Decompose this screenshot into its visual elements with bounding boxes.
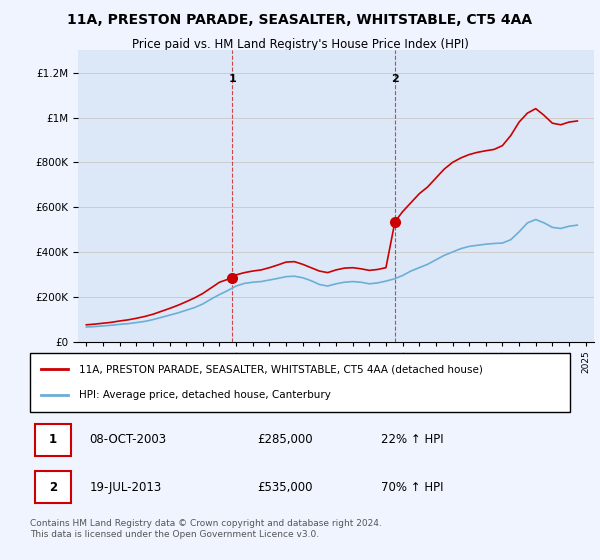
Text: 22% ↑ HPI: 22% ↑ HPI — [381, 433, 443, 446]
Text: 2: 2 — [49, 480, 57, 494]
Text: 08-OCT-2003: 08-OCT-2003 — [89, 433, 167, 446]
FancyBboxPatch shape — [35, 471, 71, 503]
Text: 11A, PRESTON PARADE, SEASALTER, WHITSTABLE, CT5 4AA (detached house): 11A, PRESTON PARADE, SEASALTER, WHITSTAB… — [79, 364, 482, 374]
Text: 19-JUL-2013: 19-JUL-2013 — [89, 480, 161, 494]
FancyBboxPatch shape — [35, 423, 71, 456]
FancyBboxPatch shape — [30, 353, 570, 412]
Text: 1: 1 — [229, 74, 236, 83]
Text: £285,000: £285,000 — [257, 433, 313, 446]
Text: 11A, PRESTON PARADE, SEASALTER, WHITSTABLE, CT5 4AA: 11A, PRESTON PARADE, SEASALTER, WHITSTAB… — [67, 13, 533, 27]
Text: Contains HM Land Registry data © Crown copyright and database right 2024.
This d: Contains HM Land Registry data © Crown c… — [30, 519, 382, 539]
Text: Price paid vs. HM Land Registry's House Price Index (HPI): Price paid vs. HM Land Registry's House … — [131, 38, 469, 51]
Text: HPI: Average price, detached house, Canterbury: HPI: Average price, detached house, Cant… — [79, 390, 331, 400]
Text: 70% ↑ HPI: 70% ↑ HPI — [381, 480, 443, 494]
Text: 1: 1 — [49, 433, 57, 446]
Text: £535,000: £535,000 — [257, 480, 312, 494]
Text: 2: 2 — [391, 74, 399, 83]
